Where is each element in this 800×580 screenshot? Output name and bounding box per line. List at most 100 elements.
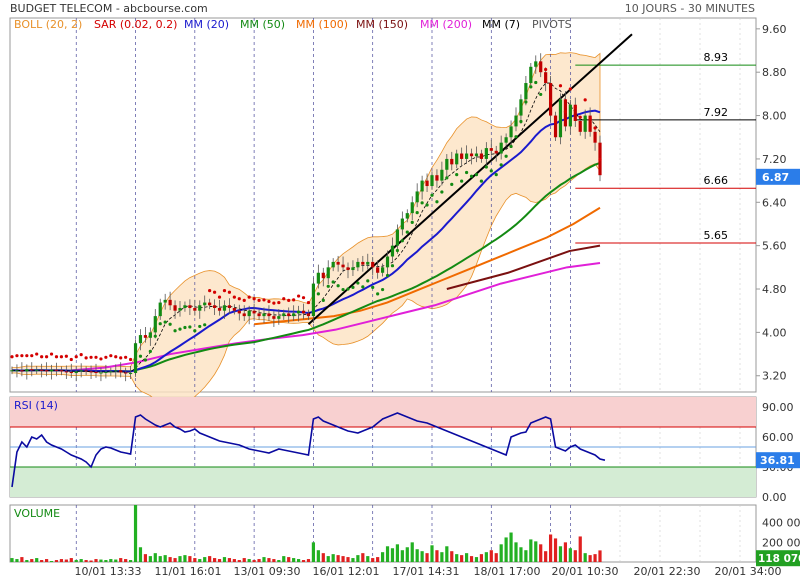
candle	[385, 250, 390, 275]
volume-bar	[119, 558, 123, 562]
candle-body	[593, 131, 597, 143]
volume-bar	[188, 556, 192, 562]
candle-body	[415, 191, 419, 203]
candle-body	[306, 313, 311, 317]
candle-body	[534, 61, 538, 67]
candle	[153, 309, 157, 339]
candle-body	[163, 299, 167, 303]
volume-bar	[217, 559, 222, 562]
x-tick-label: 11/01 16:01	[155, 565, 222, 578]
candle	[237, 304, 241, 321]
candle-body	[390, 245, 395, 257]
sar-dot	[573, 105, 577, 110]
sar-dot	[133, 361, 138, 365]
price-tick-label: 3.20	[762, 370, 787, 383]
candle-body	[10, 370, 14, 372]
volume-bar	[326, 556, 330, 562]
volume-bar	[479, 554, 484, 562]
volume-bar	[138, 547, 143, 562]
candle-body	[356, 261, 360, 268]
candle-body	[519, 99, 523, 116]
sar-dot	[198, 324, 202, 329]
candle-body	[410, 202, 414, 214]
sar-dot	[138, 354, 143, 358]
candle	[158, 298, 162, 320]
candle-body	[252, 310, 256, 314]
candle	[84, 366, 88, 376]
volume-label: VOLUME	[14, 507, 60, 520]
sar-dot	[509, 144, 513, 149]
candle	[573, 97, 577, 127]
volume-bar	[257, 559, 261, 562]
candle	[188, 299, 192, 316]
candle	[558, 93, 563, 145]
volume-bar	[133, 505, 138, 562]
candle	[133, 339, 138, 377]
candle	[148, 327, 152, 346]
sar-dot	[296, 294, 301, 298]
sar-dot	[237, 297, 241, 301]
volume-bar	[40, 560, 44, 562]
sar-dot	[519, 119, 523, 124]
volume-bar	[262, 557, 266, 562]
candle	[44, 362, 49, 377]
sar-dot	[504, 154, 508, 158]
candle-body	[20, 370, 24, 372]
sar-dot	[474, 173, 479, 177]
volume-bar	[420, 551, 424, 562]
sar-dot	[212, 290, 217, 294]
sar-dot	[356, 281, 360, 285]
candle-body	[183, 305, 187, 308]
candle	[484, 142, 488, 166]
volume-bar	[193, 558, 197, 562]
candle	[212, 299, 217, 316]
sar-dot	[336, 284, 340, 288]
candle	[371, 257, 375, 276]
volume-bar	[578, 536, 582, 562]
candle	[89, 365, 93, 379]
legend: BOLL (20, 2) SAR (0.02, 0.2) MM (20) MM (50…	[14, 18, 572, 31]
candle-body	[573, 104, 577, 121]
sar-dot	[301, 296, 306, 300]
candle	[489, 139, 493, 156]
candle	[474, 146, 479, 163]
sar-dot	[548, 99, 553, 103]
sar-dot	[316, 292, 320, 296]
legend-item: MM (200)	[420, 18, 472, 31]
candle	[277, 309, 281, 325]
candle-body	[119, 370, 123, 373]
sar-dot	[311, 302, 316, 306]
sar-dot	[539, 92, 543, 97]
sar-dot	[148, 349, 152, 353]
candle-body	[321, 272, 325, 279]
sar-dot	[395, 248, 400, 253]
volume-bar	[287, 557, 291, 562]
candle	[128, 365, 133, 379]
volume-bar	[341, 556, 345, 562]
volume-bar	[593, 554, 597, 562]
candle-body	[64, 371, 68, 373]
candle	[321, 267, 325, 287]
sar-dot	[178, 327, 182, 331]
sar-dot	[553, 119, 558, 124]
candle-body	[168, 299, 172, 306]
chart-title: BUDGET TELECOM - abcbourse.com	[10, 2, 208, 15]
sar-dot	[544, 67, 548, 72]
sar-dot	[84, 356, 88, 360]
candle-body	[25, 369, 29, 372]
volume-bar	[311, 542, 316, 562]
ma100-line	[254, 206, 601, 326]
sar-dot	[598, 157, 602, 162]
candle	[588, 107, 592, 137]
volume-bar	[316, 550, 320, 562]
candle-body	[222, 305, 227, 311]
volume-tick-label: 400 000	[762, 517, 800, 530]
candle	[435, 169, 439, 188]
candle-body	[548, 83, 553, 116]
candle	[282, 309, 286, 320]
candle	[460, 147, 464, 166]
volume-bar	[361, 553, 365, 562]
volume-bar	[203, 557, 207, 562]
price-tick-label: 8.80	[762, 66, 787, 79]
volume-bar	[267, 558, 271, 562]
